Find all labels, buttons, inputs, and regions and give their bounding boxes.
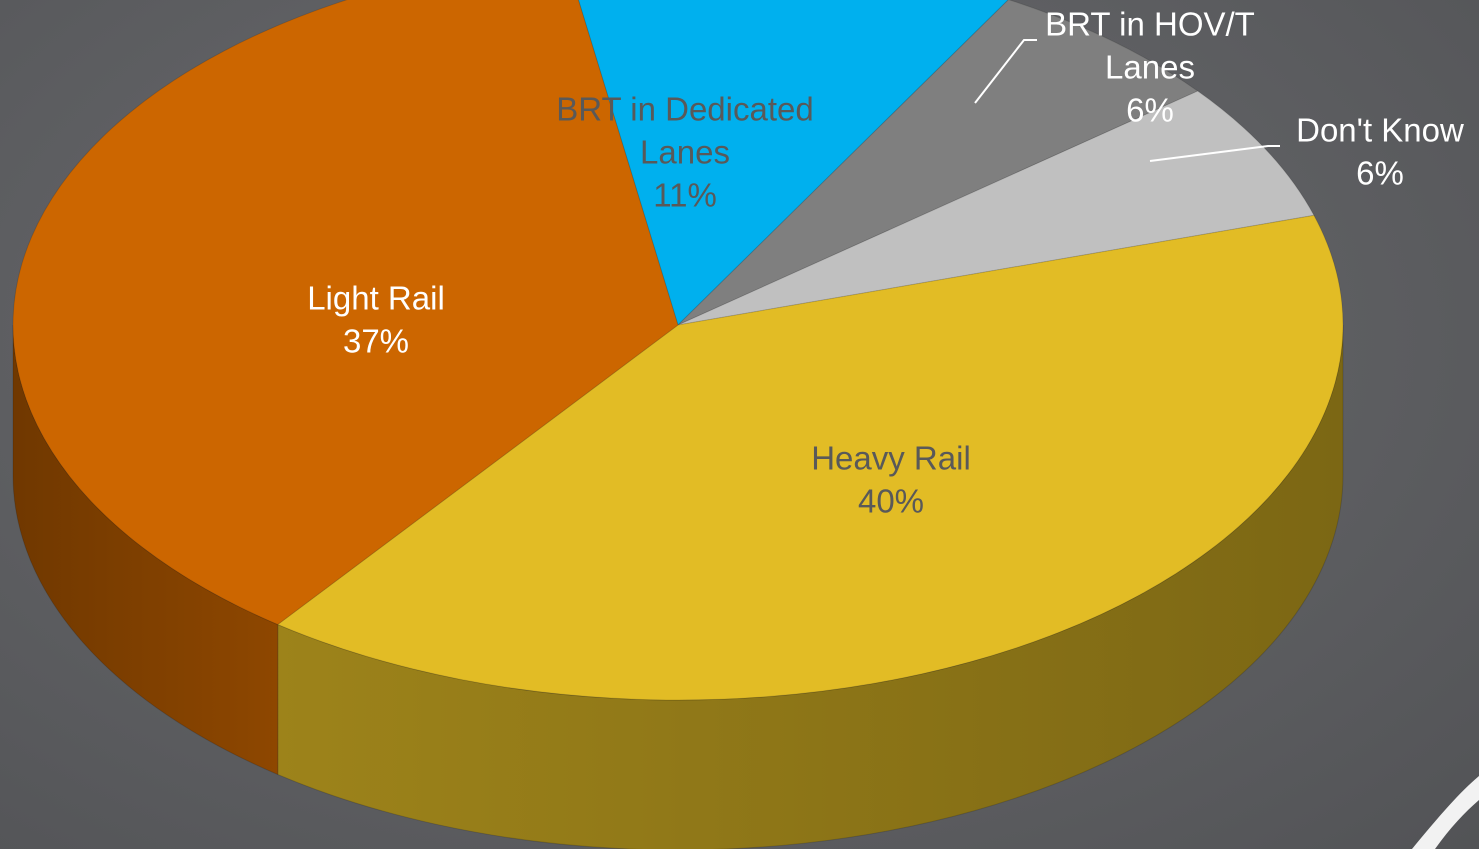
data-label-name-3: Heavy Rail (811, 440, 971, 477)
data-label-name-0: BRT in Dedicated (556, 91, 813, 128)
data-label-percent-1: 6% (1126, 92, 1174, 129)
data-label-percent-2: 6% (1356, 155, 1404, 192)
data-label-name-0: Lanes (640, 134, 730, 171)
data-labels: BRT in Dedicated Lanes 11% BRT in HOV/T Lane… (307, 6, 1464, 520)
data-label-name-2: Don't Know (1296, 112, 1464, 149)
pie-slice-4 (12, 0, 679, 626)
leader-line-1 (974, 39, 1037, 104)
pie-slice-2 (677, 90, 1315, 326)
corner-swoosh (1412, 776, 1479, 849)
leader-line-2 (1149, 145, 1280, 162)
data-label-name-4: Light Rail (307, 280, 445, 317)
pie-tops (12, 0, 1344, 701)
data-label-percent-3: 40% (858, 483, 924, 520)
data-label-percent-4: 37% (343, 323, 409, 360)
data-label-percent-0: 11% (653, 177, 717, 214)
data-label-name-1: BRT in HOV/T (1045, 6, 1255, 43)
data-label-name-1: Lanes (1105, 49, 1195, 86)
pie-slice-1 (677, 0, 1199, 326)
pie-slice-3 (276, 214, 1344, 701)
pie-slice-0 (577, 0, 1009, 326)
corner-decoration (1412, 776, 1479, 849)
leader-lines (974, 39, 1280, 162)
